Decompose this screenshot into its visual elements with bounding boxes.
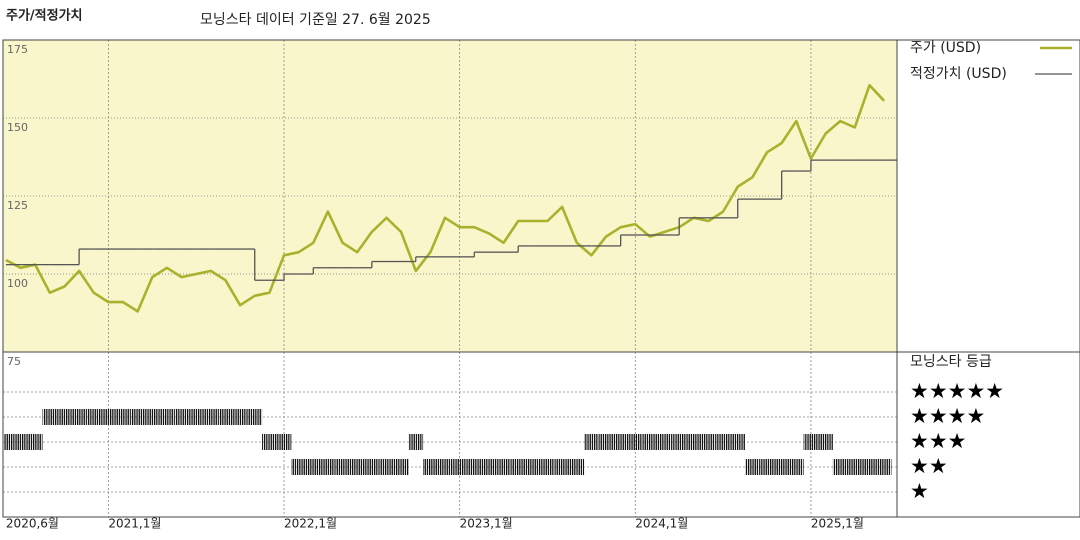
rating-cell xyxy=(144,409,160,425)
rating-cell xyxy=(496,459,511,475)
rating-label: ★★★ xyxy=(910,429,966,453)
x-tick-label: 2023,1월 xyxy=(460,517,513,531)
price-line xyxy=(5,83,886,313)
rating-label: ★★ xyxy=(910,454,948,478)
rating-cell xyxy=(686,434,702,450)
rating-cell xyxy=(42,409,58,425)
rating-cell xyxy=(101,409,116,425)
rating-cell xyxy=(364,459,380,475)
rating-cell xyxy=(540,459,555,475)
rating-cell xyxy=(423,459,438,475)
rating-cell xyxy=(276,434,292,450)
rating-cell xyxy=(27,434,43,450)
rating-cell xyxy=(130,409,145,425)
rating-cell xyxy=(437,459,453,475)
rating-cell xyxy=(554,459,570,475)
rating-cell xyxy=(13,434,28,450)
rating-cell xyxy=(642,434,658,450)
x-tick-label: 2025,1월 xyxy=(811,517,864,531)
rating-cell xyxy=(86,409,102,425)
rating-cell xyxy=(71,409,87,425)
rating-cell xyxy=(408,434,424,450)
rating-cell xyxy=(832,459,848,475)
rating-cell xyxy=(379,459,394,475)
rating-cell xyxy=(174,409,189,425)
rating-cell xyxy=(730,434,746,450)
rating-cell xyxy=(291,459,306,475)
x-tick-label: 2021,1월 xyxy=(108,517,161,531)
y-tick-label: 100 xyxy=(7,277,28,290)
rating-cell xyxy=(159,409,175,425)
x-tick-label: 2022,1월 xyxy=(284,517,337,531)
rating-cell xyxy=(745,459,760,475)
rating-cell xyxy=(349,459,365,475)
y-tick-label: 125 xyxy=(7,199,28,212)
rating-cell xyxy=(466,459,482,475)
rating-cell xyxy=(188,409,204,425)
rating-label: ★★★★★ xyxy=(910,379,1004,403)
rating-cell xyxy=(218,409,233,425)
rating-cell xyxy=(115,409,131,425)
rating-cell xyxy=(598,434,614,450)
rating-cell xyxy=(584,434,599,450)
y-tick-label: 150 xyxy=(7,121,28,134)
rating-cell xyxy=(335,459,350,475)
rating-cell xyxy=(3,434,14,450)
chart-subtitle: 모닝스타 데이터 기준일 27. 6월 2025 xyxy=(200,12,431,28)
y-tick-label: 175 xyxy=(7,43,28,56)
rating-cell xyxy=(452,459,467,475)
rating-cell xyxy=(203,409,219,425)
rating-cell xyxy=(788,459,804,475)
rating-cell xyxy=(715,434,731,450)
rating-cell xyxy=(481,459,497,475)
rating-cell xyxy=(818,434,833,450)
rating-cell xyxy=(262,434,277,450)
rating-cell xyxy=(510,459,526,475)
frame xyxy=(2,39,1080,518)
legend-label: 적정가치 (USD) xyxy=(910,66,1007,82)
rating-cell xyxy=(613,434,628,450)
chart-title: 주가/적정가치 xyxy=(6,8,83,24)
rating-cell xyxy=(320,459,336,475)
rating-cell xyxy=(393,459,409,475)
rating-label: ★ xyxy=(910,479,929,503)
rating-cell xyxy=(247,409,263,425)
y-tick-label: 75 xyxy=(7,355,21,368)
rating-cell xyxy=(57,409,72,425)
rating-cell xyxy=(876,459,892,475)
x-tick-label: 2024,1월 xyxy=(635,517,688,531)
rating-cell xyxy=(305,459,321,475)
rating-cell xyxy=(701,434,716,450)
rating-cell xyxy=(862,459,877,475)
x-tick-label: 2020,6월 xyxy=(6,517,59,531)
rating-cell xyxy=(232,409,248,425)
rating-cell xyxy=(627,434,643,450)
rating-cell xyxy=(759,459,775,475)
rating-cell xyxy=(657,434,672,450)
rating-cell xyxy=(671,434,687,450)
legend-label: 주가 (USD) xyxy=(910,40,981,56)
rating-cell xyxy=(803,434,819,450)
rating-title: 모닝스타 등급 xyxy=(910,354,992,370)
rating-cell xyxy=(525,459,541,475)
rating-label: ★★★★ xyxy=(910,404,985,428)
rating-cell xyxy=(847,459,863,475)
rating-cell xyxy=(569,459,585,475)
rating-cell xyxy=(774,459,789,475)
